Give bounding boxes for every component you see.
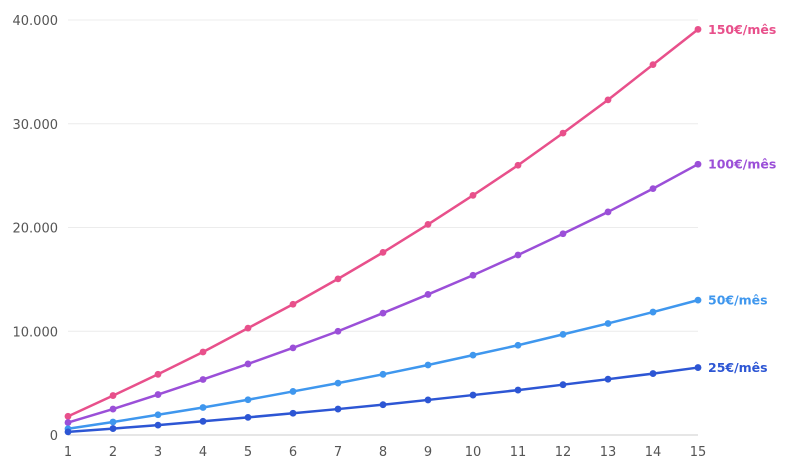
series-0 xyxy=(64,25,702,420)
data-point xyxy=(559,330,567,338)
data-point xyxy=(289,344,297,352)
data-point xyxy=(694,160,702,168)
y-tick-label: 20.000 xyxy=(13,222,59,237)
data-point xyxy=(604,208,612,216)
data-point xyxy=(244,324,252,332)
data-point xyxy=(289,388,297,395)
series-3 xyxy=(64,364,702,436)
data-point xyxy=(424,220,432,228)
data-point xyxy=(649,185,657,192)
data-point xyxy=(379,309,387,317)
data-point xyxy=(694,364,702,371)
x-tick-label: 3 xyxy=(154,445,162,460)
data-point xyxy=(244,360,252,368)
data-point xyxy=(469,391,477,399)
data-point xyxy=(109,392,117,399)
data-point xyxy=(334,379,342,387)
y-tick-label: 40.000 xyxy=(13,14,59,29)
series-line xyxy=(66,28,700,418)
data-point xyxy=(379,370,387,378)
series-end-labels: 150€/mês 100€/mês 50€/mês 25€/mês xyxy=(708,22,776,375)
data-point xyxy=(64,428,72,436)
data-point xyxy=(559,129,567,137)
x-tick-label: 15 xyxy=(690,445,707,460)
y-tick-label: 0 xyxy=(50,429,58,444)
x-tick-label: 1 xyxy=(64,445,72,460)
data-point xyxy=(109,425,117,432)
series-line xyxy=(66,162,700,424)
data-point xyxy=(469,191,477,199)
data-point xyxy=(199,376,207,383)
data-point xyxy=(199,348,207,356)
data-point xyxy=(199,404,207,411)
data-point xyxy=(424,361,432,369)
data-point xyxy=(64,419,72,426)
data-point xyxy=(64,412,72,420)
series-line xyxy=(66,298,700,431)
x-tick-label: 11 xyxy=(510,445,527,460)
data-point xyxy=(244,396,252,404)
series-end-label: 150€/mês xyxy=(708,22,776,37)
data-point xyxy=(694,25,702,33)
data-point xyxy=(109,418,117,426)
data-point xyxy=(604,96,612,104)
x-tick-label: 7 xyxy=(334,445,342,460)
data-point xyxy=(559,381,567,389)
series-lines xyxy=(64,25,702,436)
data-point xyxy=(649,61,657,69)
data-point xyxy=(424,291,432,298)
data-point xyxy=(289,409,297,417)
data-point xyxy=(604,375,612,383)
data-point xyxy=(649,308,657,316)
data-point xyxy=(694,296,702,304)
x-tick-label: 8 xyxy=(379,445,387,460)
data-point xyxy=(514,161,522,169)
data-point xyxy=(199,417,207,425)
x-tick-label: 14 xyxy=(645,445,662,460)
x-tick-label: 5 xyxy=(244,445,252,460)
data-point xyxy=(379,249,387,256)
data-point xyxy=(469,351,477,359)
data-point xyxy=(424,396,432,404)
data-point xyxy=(334,327,342,335)
data-point xyxy=(154,421,162,429)
series-end-label: 100€/mês xyxy=(708,157,776,172)
data-point xyxy=(559,230,567,238)
data-point xyxy=(514,251,522,259)
x-tick-label: 9 xyxy=(424,445,432,460)
y-tick-label: 10.000 xyxy=(13,325,59,340)
x-tick-label: 6 xyxy=(289,445,297,460)
x-tick-label: 10 xyxy=(465,445,482,460)
data-point xyxy=(244,413,252,421)
data-point xyxy=(334,405,342,413)
x-tick-label: 4 xyxy=(199,445,207,460)
series-end-label: 25€/mês xyxy=(708,360,768,375)
series-end-label: 50€/mês xyxy=(708,293,768,308)
data-point xyxy=(604,320,612,327)
data-point xyxy=(379,401,387,409)
data-point xyxy=(334,275,342,283)
data-point xyxy=(154,391,162,398)
x-tick-label: 2 xyxy=(109,445,117,460)
data-point xyxy=(469,271,477,279)
data-point xyxy=(109,405,117,413)
data-point xyxy=(514,341,522,349)
data-point xyxy=(289,300,297,308)
series-2 xyxy=(64,296,702,433)
series-1 xyxy=(64,160,702,426)
data-point xyxy=(649,370,657,377)
y-tick-label: 30.000 xyxy=(13,118,59,133)
x-tick-label: 13 xyxy=(600,445,617,460)
data-point xyxy=(154,411,162,419)
data-point xyxy=(514,386,522,394)
data-point xyxy=(154,370,162,378)
x-tick-label: 12 xyxy=(555,445,572,460)
grid xyxy=(68,19,698,332)
